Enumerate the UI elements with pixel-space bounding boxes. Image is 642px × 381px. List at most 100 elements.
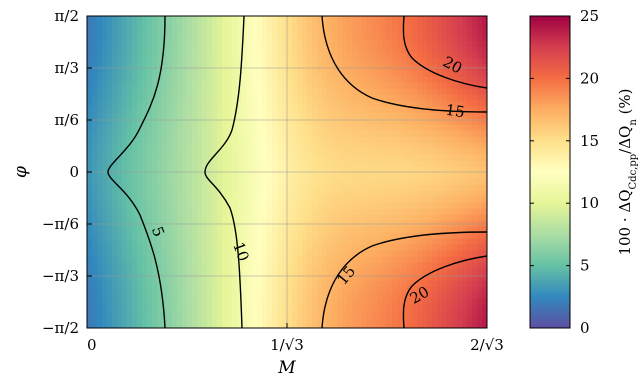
heatmap-cell [452,40,458,47]
heatmap-cell [247,310,253,317]
heatmap-cell [377,220,383,227]
heatmap-cell [102,232,108,239]
heatmap-cell [87,310,93,317]
heatmap-cell [402,82,408,89]
heatmap-cell [102,154,108,161]
heatmap-cell [102,64,108,71]
heatmap-cell [477,310,483,317]
heatmap-cell [197,256,203,263]
heatmap-cell [397,166,403,173]
heatmap-cell [112,190,118,197]
heatmap-cell [317,220,323,227]
heatmap-cell [137,154,143,161]
heatmap-cell [362,268,368,275]
heatmap-cell [167,310,173,317]
heatmap-cell [87,22,93,29]
heatmap-cell [167,166,173,173]
heatmap-cell [202,112,208,119]
heatmap-cell [357,304,363,311]
heatmap-cell [417,250,423,257]
heatmap-cell [177,160,183,167]
heatmap-cell [117,160,123,167]
heatmap-cell [407,304,413,311]
heatmap-cell [437,202,443,209]
heatmap-cell [232,94,238,101]
heatmap-cell [97,76,103,83]
heatmap-cell [302,160,308,167]
contour-line-20 [402,255,487,328]
heatmap-cell [277,208,283,215]
heatmap-cell [437,16,443,23]
heatmap-cell [337,82,343,89]
heatmap-cell [407,64,413,71]
heatmap-cell [252,82,258,89]
heatmap-cell [172,304,178,311]
heatmap-cell [317,46,323,53]
heatmap-cell [362,238,368,245]
heatmap-cell [257,58,263,65]
heatmap-cell [312,94,318,101]
heatmap-cell [172,112,178,119]
heatmap-cell [272,196,278,203]
heatmap-cell [147,232,153,239]
heatmap-cell [447,166,453,173]
heatmap-cell [317,238,323,245]
heatmap-cell [267,244,273,251]
heatmap-cell [362,40,368,47]
heatmap-cell [187,52,193,59]
heatmap-cell [112,136,118,143]
heatmap-cell [422,238,428,245]
heatmap-cell [327,142,333,149]
heatmap-cell [127,184,133,191]
heatmap-cell [177,46,183,53]
heatmap-cell [157,160,163,167]
heatmap-cell [287,118,293,125]
heatmap-cell [282,40,288,47]
heatmap-cell [362,322,368,328]
heatmap-cell [452,214,458,221]
heatmap-cell [447,124,453,131]
heatmap-cell [212,58,218,65]
heatmap-cell [417,262,423,269]
heatmap-cell [432,196,438,203]
heatmap-cell [177,196,183,203]
heatmap-cell [112,304,118,311]
heatmap-cell [192,40,198,47]
heatmap-cell [402,70,408,77]
heatmap-cell [477,88,483,95]
heatmap-cell [457,88,463,95]
heatmap-cell [197,160,203,167]
heatmap-cell [392,142,398,149]
heatmap-cell [192,118,198,125]
heatmap-cell [457,202,463,209]
heatmap-cell [477,244,483,251]
heatmap-cell [437,40,443,47]
heatmap-cell [227,178,233,185]
heatmap-cell [302,106,308,113]
heatmap-cell [87,304,93,311]
heatmap-cell [252,262,258,269]
heatmap-cell [272,292,278,299]
heatmap-cell [322,118,328,125]
heatmap-cell [387,214,393,221]
heatmap-cell [157,226,163,233]
heatmap-cell [147,94,153,101]
heatmap-cell [227,70,233,77]
heatmap-cell [307,34,313,41]
heatmap-cell [292,268,298,275]
heatmap-cell [377,292,383,299]
heatmap-cell [387,34,393,41]
heatmap-cell [97,94,103,101]
heatmap-cell [217,292,223,299]
heatmap-cell [222,88,228,95]
heatmap-cell [332,286,338,293]
heatmap-cell [382,22,388,29]
heatmap-cell [367,166,373,173]
heatmap-cell [162,214,168,221]
heatmap-cell [342,286,348,293]
heatmap-cell [182,190,188,197]
heatmap-cell [277,166,283,173]
heatmap-cell [242,22,248,29]
heatmap-cell [107,190,113,197]
heatmap-cell [472,52,478,59]
